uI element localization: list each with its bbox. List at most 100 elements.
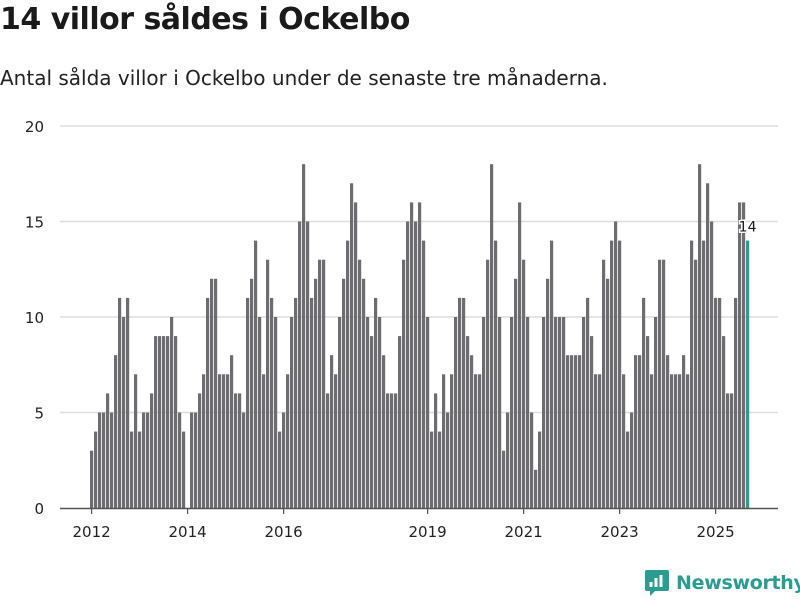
bar (710, 221, 714, 508)
bar (362, 278, 366, 508)
bar (658, 259, 662, 508)
x-tick-label: 2012 (73, 523, 111, 541)
bar (210, 278, 214, 508)
bar (654, 317, 658, 508)
bar (286, 374, 290, 508)
bar (250, 278, 254, 508)
bar (650, 374, 654, 508)
bar (610, 240, 614, 508)
bar (334, 374, 338, 508)
bar (714, 297, 718, 508)
bar (578, 355, 582, 508)
bar (662, 259, 666, 508)
y-tick-label: 0 (34, 500, 44, 518)
bar (98, 412, 102, 508)
bar (434, 393, 438, 508)
bar (274, 317, 278, 508)
bar (566, 355, 570, 508)
bar (430, 431, 434, 508)
bar (190, 412, 194, 508)
bar (694, 259, 698, 508)
bar (446, 412, 450, 508)
bar (166, 336, 170, 508)
bar (426, 317, 430, 508)
page-title: 14 villor såldes i Ockelbo (0, 2, 410, 37)
bar (726, 393, 730, 508)
bar (614, 221, 618, 508)
bar (242, 412, 246, 508)
bar (382, 355, 386, 508)
bar (490, 164, 494, 508)
bar (718, 297, 722, 508)
bar (122, 317, 126, 508)
bar (470, 355, 474, 508)
bar (258, 317, 262, 508)
bar (202, 374, 206, 508)
bar (214, 278, 218, 508)
bar (422, 240, 426, 508)
bar (738, 202, 742, 508)
bar (414, 221, 418, 508)
y-tick-label: 15 (25, 214, 44, 232)
bar (306, 221, 310, 508)
bar (262, 374, 266, 508)
bar (410, 202, 414, 508)
bar (438, 431, 442, 508)
bar (90, 450, 94, 508)
bar (402, 259, 406, 508)
bar (338, 317, 342, 508)
bar (302, 164, 306, 508)
bar (298, 221, 302, 508)
bar (574, 355, 578, 508)
bar (706, 183, 710, 509)
bar (442, 374, 446, 508)
x-tick-label: 2023 (601, 523, 639, 541)
x-tick-label: 2021 (505, 523, 543, 541)
y-tick-label: 5 (34, 405, 44, 423)
bar (114, 355, 118, 508)
bar (146, 412, 150, 508)
bar (370, 336, 374, 508)
bar (266, 259, 270, 508)
y-tick-label: 20 (25, 118, 44, 136)
bar (386, 393, 390, 508)
bar (102, 412, 106, 508)
x-tick-label: 2019 (409, 523, 447, 541)
bar (246, 297, 250, 508)
bar (282, 412, 286, 508)
bar (698, 164, 702, 508)
bar (406, 221, 410, 508)
bar (554, 317, 558, 508)
bar (734, 297, 738, 508)
bar (498, 317, 502, 508)
bar (598, 374, 602, 508)
bar (638, 355, 642, 508)
bar (170, 317, 174, 508)
bar (494, 240, 498, 508)
bar (618, 240, 622, 508)
bar (278, 431, 282, 508)
bar (586, 297, 590, 508)
bar (466, 336, 470, 508)
bar (150, 393, 154, 508)
bar (486, 259, 490, 508)
bar (206, 297, 210, 508)
x-tick-label: 2014 (169, 523, 207, 541)
bar (222, 374, 226, 508)
bar (682, 355, 686, 508)
bar (318, 259, 322, 508)
bar (622, 374, 626, 508)
brand-logo[interactable]: Newsworthy (644, 568, 800, 598)
bar (130, 431, 134, 508)
bar (194, 412, 198, 508)
bar (238, 393, 242, 508)
bar (690, 240, 694, 508)
bar (626, 431, 630, 508)
bar (702, 240, 706, 508)
bar (162, 336, 166, 508)
bar (342, 278, 346, 508)
bar (570, 355, 574, 508)
bar (218, 374, 222, 508)
bar (478, 374, 482, 508)
bar (482, 317, 486, 508)
